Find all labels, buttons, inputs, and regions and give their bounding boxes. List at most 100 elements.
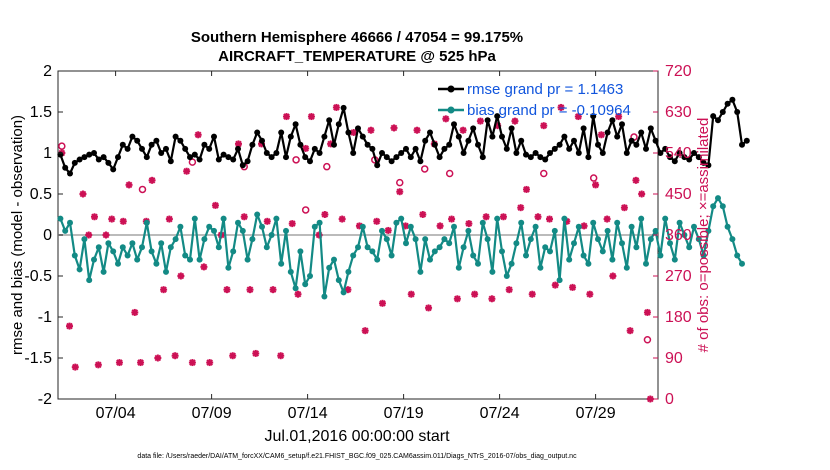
bias-point — [599, 248, 606, 255]
bias-point — [86, 277, 93, 284]
obs-assimilated-marker — [66, 322, 74, 330]
rmse-point — [364, 141, 371, 148]
rmse-point — [412, 145, 419, 152]
obs-assimilated-marker — [592, 181, 600, 189]
bias-point — [124, 252, 131, 259]
obs-mark-stroke — [154, 354, 162, 362]
x-tick-label: 07/09 — [192, 405, 232, 422]
rmse-point — [196, 156, 203, 163]
rmse-point — [422, 137, 429, 144]
rmse-point — [667, 154, 673, 161]
obs-assimilated-marker — [632, 176, 640, 184]
obs-mark-stroke — [505, 286, 513, 293]
legend-bias-marker — [447, 106, 455, 114]
rmse-point — [292, 121, 299, 128]
bias-point — [571, 240, 577, 247]
bias-point — [359, 223, 366, 230]
obs-assimilated-marker — [448, 215, 456, 223]
rmse-point — [657, 150, 664, 156]
y-tick-label: 1.5 — [30, 104, 52, 121]
bias-point — [191, 215, 198, 222]
bias-point — [431, 248, 438, 255]
obs-assimilated-marker — [229, 352, 237, 360]
obs-possible-marker — [58, 142, 66, 150]
rmse-point — [153, 137, 160, 144]
obs-assimilated-marker — [580, 222, 588, 230]
rmse-point — [230, 156, 237, 163]
obs-mark-stroke — [379, 300, 386, 307]
obs-assimilated-marker — [597, 131, 605, 139]
rmse-point — [523, 151, 529, 158]
y2-tick-label: 0 — [665, 391, 674, 408]
obs-assimilated-marker — [534, 213, 542, 221]
obs-mark-stroke — [85, 231, 93, 239]
rmse-point — [359, 133, 366, 140]
bias-series — [57, 195, 745, 300]
obs-mark-stroke — [477, 117, 484, 125]
y-tick-label: 0.5 — [30, 186, 52, 203]
obs-assimilated-marker — [361, 327, 369, 335]
rmse-point — [287, 133, 294, 140]
obs-mark-stroke — [471, 290, 478, 298]
rmse-point — [134, 137, 141, 144]
rmse-point — [355, 125, 361, 132]
obs-mark-stroke — [263, 218, 271, 225]
bias-point — [134, 256, 141, 263]
bias-point — [369, 248, 376, 255]
rmse-point — [700, 159, 707, 166]
rmse-point — [62, 164, 69, 171]
bias-point — [628, 223, 635, 230]
obs-mark-stroke — [229, 352, 237, 360]
y2-axis-label: # of obs: o=possible; ×=assimilated — [695, 118, 712, 353]
obs-assimilated-marker — [419, 211, 427, 218]
obs-assimilated-marker — [384, 226, 392, 234]
rmse-point — [172, 133, 179, 140]
legend: rmse grand pr = 1.1463 bias grand pr = -… — [438, 81, 631, 119]
bias-point — [355, 244, 361, 251]
bias-point — [311, 223, 318, 230]
obs-assimilated-marker — [183, 167, 191, 175]
bias-point — [283, 227, 289, 234]
rmse-point — [518, 137, 525, 144]
rmse-point — [719, 109, 726, 115]
rmse-point — [331, 141, 337, 148]
obs-mark-stroke — [125, 181, 133, 189]
obs-assimilated-marker — [546, 215, 554, 223]
bias-point — [585, 260, 592, 267]
rmse-point — [595, 141, 601, 148]
rmse-point — [489, 133, 496, 140]
bias-point — [110, 248, 117, 255]
obs-assimilated-marker — [528, 290, 536, 298]
rmse-point — [451, 121, 457, 128]
obs-assimilated-marker — [102, 231, 110, 239]
bias-point — [187, 256, 193, 263]
chart-subtitle: AIRCRAFT_TEMPERATURE @ 525 hPa — [218, 48, 496, 65]
obs-possible-marker — [301, 206, 310, 214]
rmse-point — [191, 151, 198, 158]
bias-point — [575, 223, 582, 230]
bias-point — [95, 244, 102, 251]
bias-point — [484, 236, 491, 243]
bias-point — [532, 223, 539, 230]
bias-point — [148, 248, 155, 255]
bias-point — [715, 195, 721, 202]
obs-mark-stroke — [575, 113, 582, 120]
obs-assimilated-marker — [499, 213, 507, 221]
obs-assimilated-marker — [85, 231, 93, 239]
bias-point — [163, 268, 169, 275]
obs-assimilated-marker — [517, 204, 525, 212]
obs-assimilated-marker — [505, 286, 513, 294]
obs-assimilated-marker — [344, 286, 352, 294]
rmse-point — [403, 145, 409, 152]
bias-point — [681, 232, 688, 238]
legend-bias-label: bias grand pr = -0.10964 — [467, 102, 631, 119]
bias-point — [657, 252, 664, 259]
obs-assimilated-marker — [165, 215, 173, 223]
bias-point — [513, 240, 520, 247]
obs-assimilated-marker — [396, 188, 404, 196]
bias-point — [460, 244, 467, 251]
bias-point — [91, 256, 97, 263]
obs-assimilated-marker — [211, 201, 219, 209]
rmse-point — [628, 137, 635, 144]
obs-mark-stroke — [517, 204, 525, 211]
